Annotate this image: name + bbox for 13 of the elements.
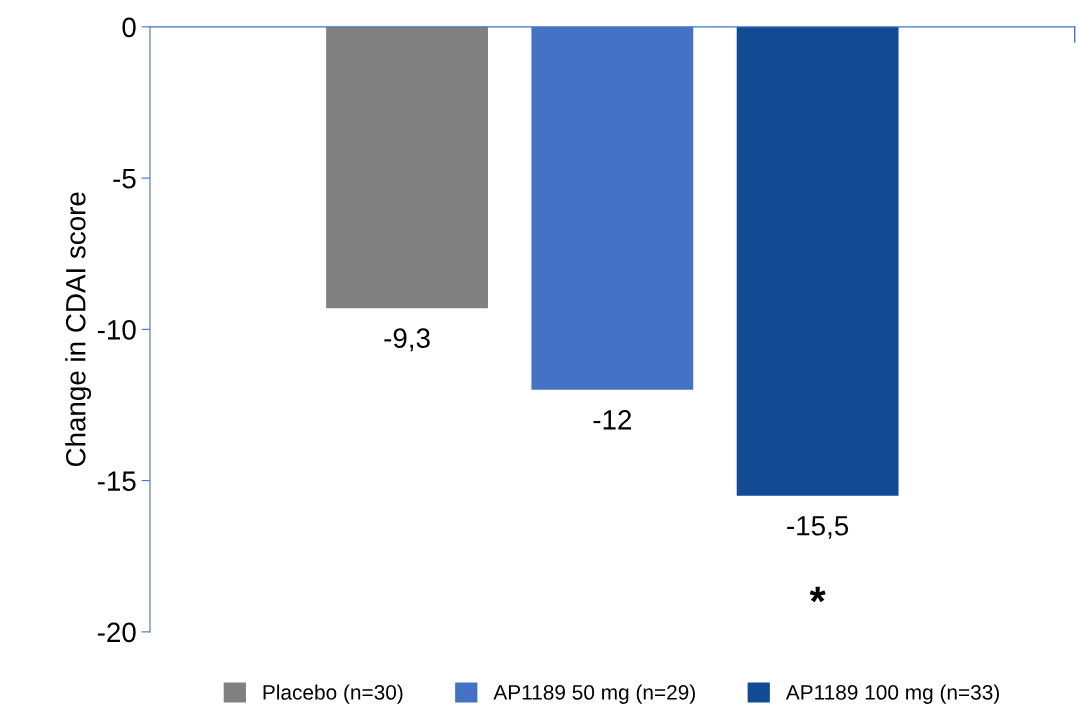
data-label: -12 <box>593 410 632 430</box>
annotation: * <box>809 586 826 603</box>
data-label: -9,3 <box>384 328 430 352</box>
data-label: -15,5 <box>787 516 849 539</box>
legend-label: Placebo (n=30) <box>263 684 403 704</box>
legend-label: AP1189 100 mg (n=33) <box>785 684 999 704</box>
legend-label: AP1189 50 mg (n=29) <box>493 684 695 704</box>
y-tick-label: -20 <box>97 622 136 643</box>
y-tick-label: -10 <box>97 320 136 340</box>
y-axis-title: Change in CDAI score <box>65 192 92 467</box>
y-tick-label: 0 <box>122 17 136 38</box>
y-tick-label: -15 <box>97 471 136 491</box>
y-tick-label: -5 <box>113 169 136 189</box>
